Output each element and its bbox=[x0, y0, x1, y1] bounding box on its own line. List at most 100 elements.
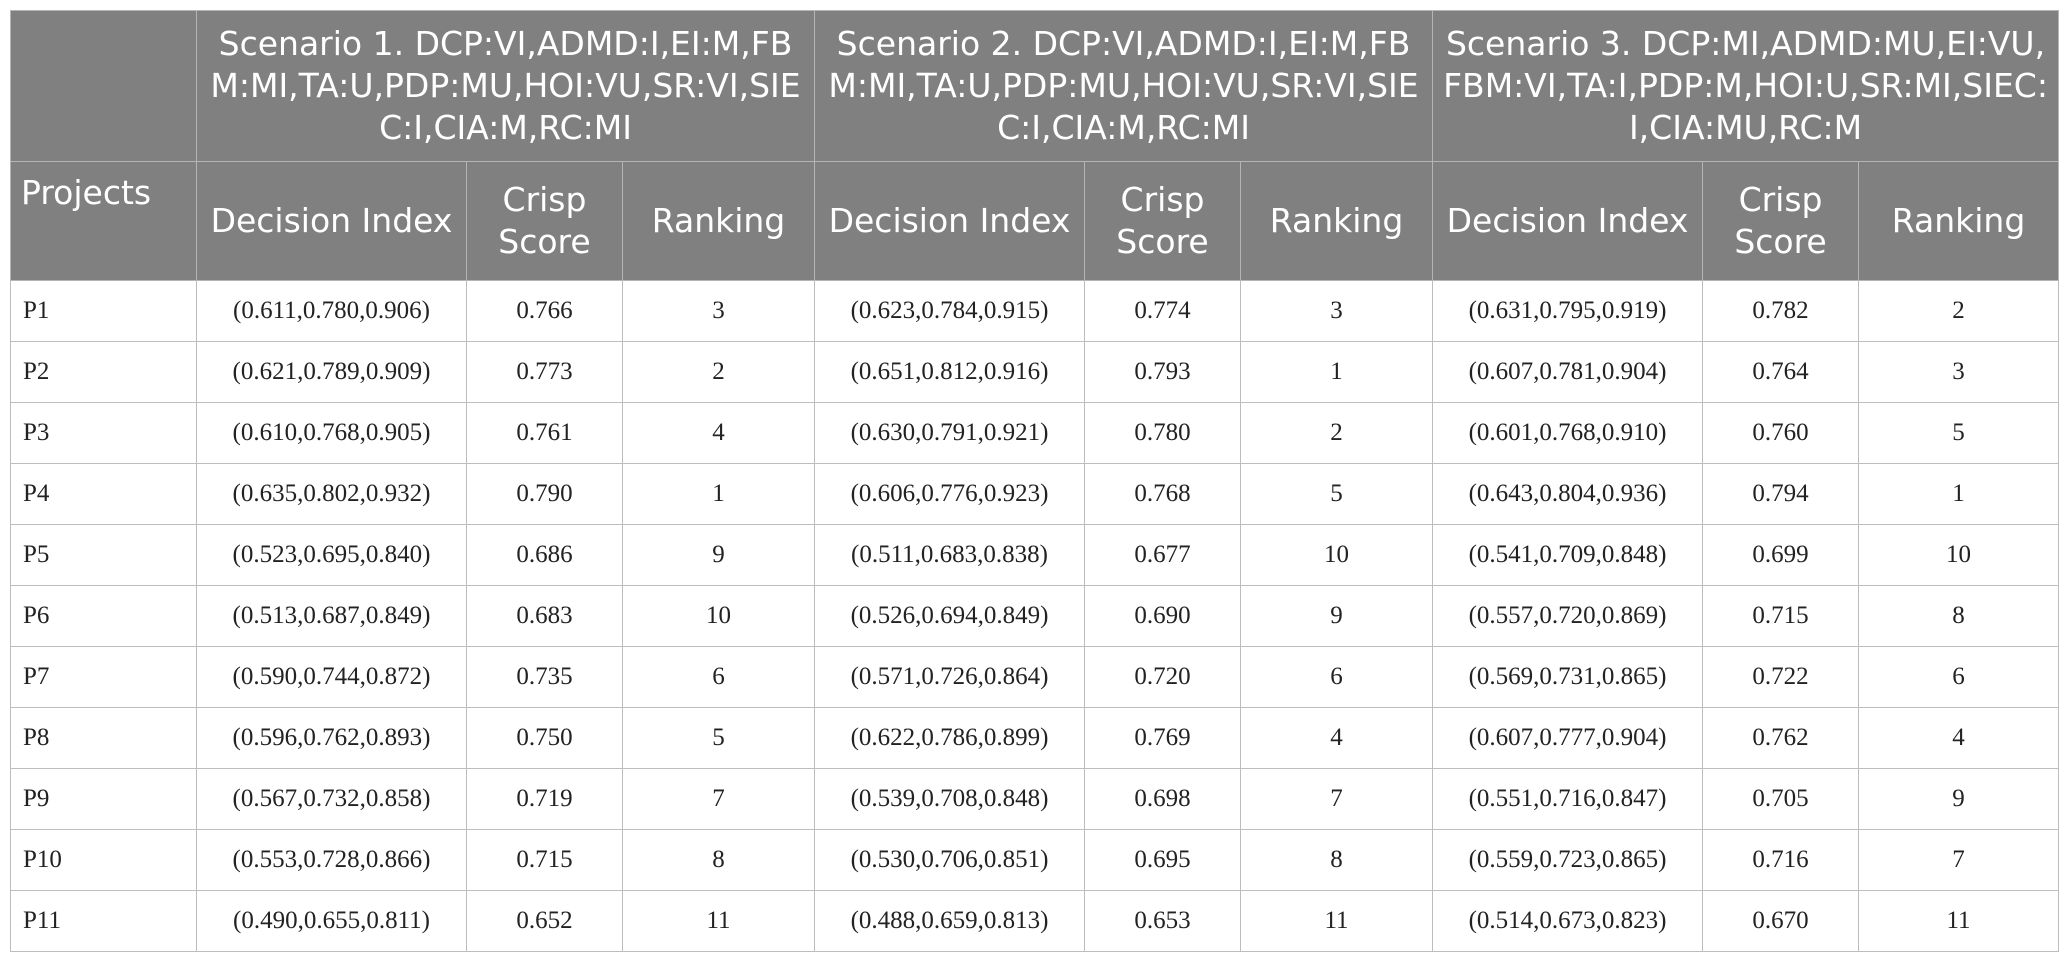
ranking-cell: 7 bbox=[621, 768, 816, 830]
ranking-cell: 10 bbox=[1240, 524, 1434, 586]
decision-index-cell: (0.530,0.706,0.851) bbox=[814, 829, 1086, 891]
ranking-cell: 6 bbox=[1858, 646, 2060, 708]
crisp-score-cell: 0.750 bbox=[466, 707, 623, 769]
decision-index-cell: (0.513,0.687,0.849) bbox=[196, 585, 467, 647]
decision-index-cell: (0.523,0.695,0.840) bbox=[196, 524, 467, 586]
crisp-score-cell: 0.653 bbox=[1084, 890, 1242, 952]
ranking-cell: 8 bbox=[621, 829, 816, 891]
decision-index-header: Decision Index bbox=[814, 161, 1086, 281]
decision-index-cell: (0.488,0.659,0.813) bbox=[814, 890, 1086, 952]
decision-index-cell: (0.559,0.723,0.865) bbox=[1432, 829, 1704, 891]
table-row: P8 (0.596,0.762,0.893) 0.750 5 (0.622,0.786,… bbox=[10, 707, 2060, 769]
crisp-score-cell: 0.683 bbox=[466, 585, 623, 647]
project-cell: P11 bbox=[10, 890, 197, 952]
table-body: P1 (0.611,0.780,0.906) 0.766 3 (0.623,0.784,… bbox=[10, 280, 2060, 952]
table-row: P7 (0.590,0.744,0.872) 0.735 6 (0.571,0.726,… bbox=[10, 646, 2060, 708]
ranking-header: Ranking bbox=[621, 161, 816, 281]
decision-index-cell: (0.610,0.768,0.905) bbox=[196, 402, 467, 464]
ranking-cell: 2 bbox=[1240, 402, 1434, 464]
results-table: Scenario 1. DCP:VI,ADMD:I,EI:M,FBM:MI,TA… bbox=[10, 10, 2060, 952]
crisp-score-header: Crisp Score bbox=[1084, 161, 1242, 281]
decision-index-cell: (0.511,0.683,0.838) bbox=[814, 524, 1086, 586]
ranking-cell: 4 bbox=[1858, 707, 2060, 769]
decision-index-cell: (0.567,0.732,0.858) bbox=[196, 768, 467, 830]
scenario-2-header: Scenario 2. DCP:VI,ADMD:I,EI:M,FBM:MI,TA… bbox=[814, 10, 1434, 162]
ranking-cell: 11 bbox=[1240, 890, 1434, 952]
decision-index-cell: (0.514,0.673,0.823) bbox=[1432, 890, 1704, 952]
decision-index-header: Decision Index bbox=[1432, 161, 1704, 281]
decision-index-cell: (0.569,0.731,0.865) bbox=[1432, 646, 1704, 708]
project-cell: P10 bbox=[10, 829, 197, 891]
ranking-cell: 3 bbox=[621, 280, 816, 342]
ranking-cell: 5 bbox=[1858, 402, 2060, 464]
project-cell: P9 bbox=[10, 768, 197, 830]
crisp-score-header: Crisp Score bbox=[1702, 161, 1860, 281]
ranking-cell: 7 bbox=[1240, 768, 1434, 830]
crisp-score-cell: 0.794 bbox=[1702, 463, 1860, 525]
decision-index-cell: (0.643,0.804,0.936) bbox=[1432, 463, 1704, 525]
crisp-score-cell: 0.716 bbox=[1702, 829, 1860, 891]
ranking-cell: 10 bbox=[621, 585, 816, 647]
project-cell: P1 bbox=[10, 280, 197, 342]
decision-index-cell: (0.607,0.781,0.904) bbox=[1432, 341, 1704, 403]
decision-index-cell: (0.611,0.780,0.906) bbox=[196, 280, 467, 342]
decision-index-cell: (0.606,0.776,0.923) bbox=[814, 463, 1086, 525]
header-corner bbox=[10, 10, 197, 162]
crisp-score-cell: 0.773 bbox=[466, 341, 623, 403]
ranking-header: Ranking bbox=[1240, 161, 1434, 281]
ranking-cell: 1 bbox=[1858, 463, 2060, 525]
decision-index-cell: (0.526,0.694,0.849) bbox=[814, 585, 1086, 647]
ranking-cell: 8 bbox=[1240, 829, 1434, 891]
crisp-score-cell: 0.699 bbox=[1702, 524, 1860, 586]
table-container: Scenario 1. DCP:VI,ADMD:I,EI:M,FBM:MI,TA… bbox=[10, 10, 2060, 952]
crisp-score-cell: 0.686 bbox=[466, 524, 623, 586]
crisp-score-header: Crisp Score bbox=[466, 161, 623, 281]
ranking-cell: 5 bbox=[621, 707, 816, 769]
scenario-header-row: Scenario 1. DCP:VI,ADMD:I,EI:M,FBM:MI,TA… bbox=[10, 10, 2060, 162]
decision-index-cell: (0.623,0.784,0.915) bbox=[814, 280, 1086, 342]
crisp-score-cell: 0.690 bbox=[1084, 585, 1242, 647]
ranking-cell: 1 bbox=[1240, 341, 1434, 403]
decision-index-cell: (0.571,0.726,0.864) bbox=[814, 646, 1086, 708]
crisp-score-cell: 0.735 bbox=[466, 646, 623, 708]
table-row: P10 (0.553,0.728,0.866) 0.715 8 (0.530,0.706… bbox=[10, 829, 2060, 891]
crisp-score-cell: 0.715 bbox=[466, 829, 623, 891]
table-row: P9 (0.567,0.732,0.858) 0.719 7 (0.539,0.708,… bbox=[10, 768, 2060, 830]
crisp-score-cell: 0.670 bbox=[1702, 890, 1860, 952]
ranking-cell: 6 bbox=[621, 646, 816, 708]
decision-index-cell: (0.557,0.720,0.869) bbox=[1432, 585, 1704, 647]
crisp-score-cell: 0.793 bbox=[1084, 341, 1242, 403]
crisp-score-cell: 0.722 bbox=[1702, 646, 1860, 708]
project-cell: P4 bbox=[10, 463, 197, 525]
ranking-cell: 8 bbox=[1858, 585, 2060, 647]
ranking-cell: 4 bbox=[1240, 707, 1434, 769]
ranking-cell: 11 bbox=[1858, 890, 2060, 952]
crisp-score-cell: 0.790 bbox=[466, 463, 623, 525]
column-header-row: Projects Decision Index Crisp Score Rank… bbox=[10, 161, 2060, 281]
table-row: P1 (0.611,0.780,0.906) 0.766 3 (0.623,0.784,… bbox=[10, 280, 2060, 342]
scenario-1-header: Scenario 1. DCP:VI,ADMD:I,EI:M,FBM:MI,TA… bbox=[195, 10, 816, 162]
ranking-cell: 7 bbox=[1858, 829, 2060, 891]
decision-index-cell: (0.651,0.812,0.916) bbox=[814, 341, 1086, 403]
ranking-cell: 5 bbox=[1240, 463, 1434, 525]
crisp-score-cell: 0.782 bbox=[1702, 280, 1860, 342]
project-cell: P2 bbox=[10, 341, 197, 403]
project-cell: P7 bbox=[10, 646, 197, 708]
crisp-score-cell: 0.768 bbox=[1084, 463, 1242, 525]
ranking-cell: 3 bbox=[1240, 280, 1434, 342]
project-cell: P6 bbox=[10, 585, 197, 647]
crisp-score-cell: 0.760 bbox=[1702, 402, 1860, 464]
ranking-cell: 10 bbox=[1858, 524, 2060, 586]
project-cell: P5 bbox=[10, 524, 197, 586]
table-row: P3 (0.610,0.768,0.905) 0.761 4 (0.630,0.791,… bbox=[10, 402, 2060, 464]
decision-index-cell: (0.551,0.716,0.847) bbox=[1432, 768, 1704, 830]
crisp-score-cell: 0.652 bbox=[466, 890, 623, 952]
ranking-cell: 2 bbox=[621, 341, 816, 403]
decision-index-cell: (0.541,0.709,0.848) bbox=[1432, 524, 1704, 586]
crisp-score-cell: 0.698 bbox=[1084, 768, 1242, 830]
ranking-header: Ranking bbox=[1858, 161, 2060, 281]
decision-index-cell: (0.590,0.744,0.872) bbox=[196, 646, 467, 708]
ranking-cell: 3 bbox=[1858, 341, 2060, 403]
crisp-score-cell: 0.715 bbox=[1702, 585, 1860, 647]
ranking-cell: 11 bbox=[621, 890, 816, 952]
